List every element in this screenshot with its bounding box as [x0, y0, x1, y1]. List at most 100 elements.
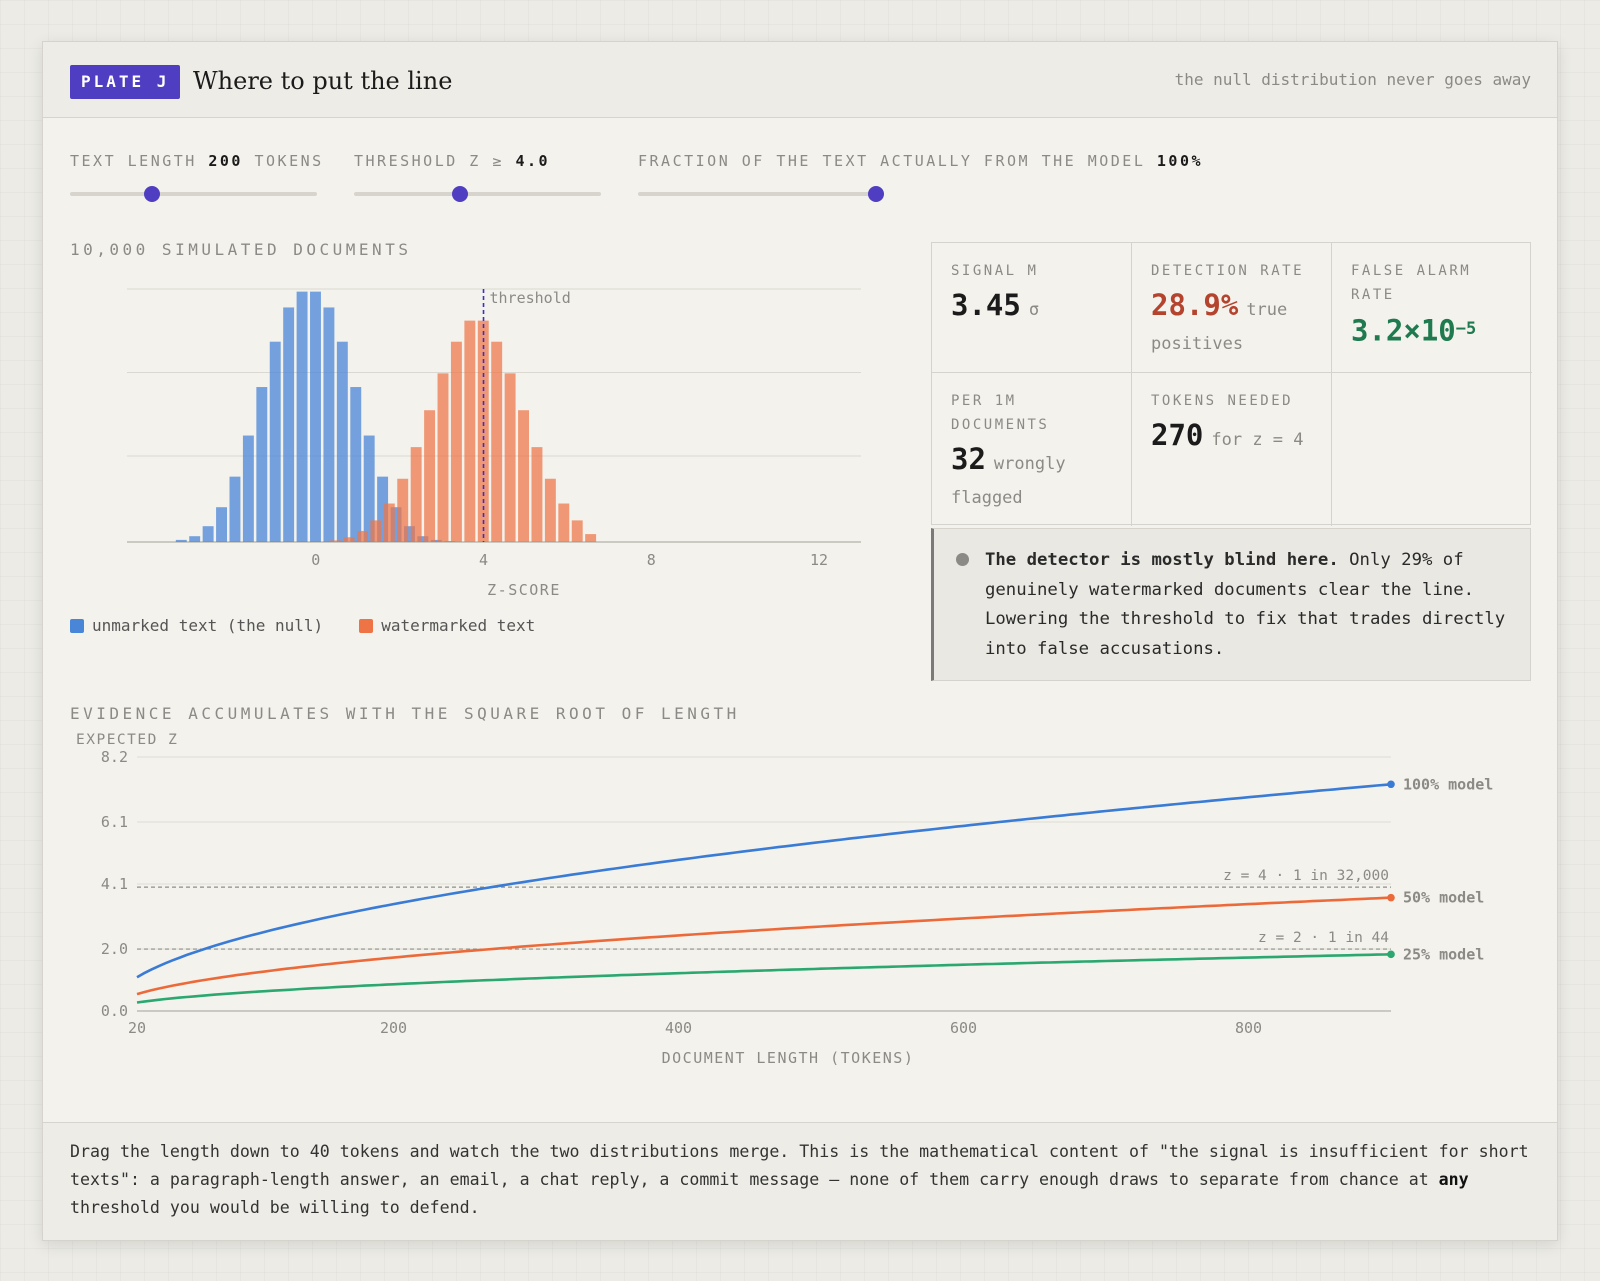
- x-tick-label: 12: [810, 551, 828, 569]
- marked-bar: [464, 320, 476, 542]
- plate-badge: PLATE J: [70, 65, 181, 99]
- stat-signal: SIGNAL M 3.45 σ: [932, 243, 1132, 373]
- series-label: 100% model: [1403, 775, 1493, 793]
- marked-swatch: [359, 618, 374, 633]
- stat-false-alarm: FALSE ALARM RATE 3.2×10−5: [1332, 243, 1532, 373]
- per-million-value: 32: [951, 442, 986, 476]
- stats-grid: SIGNAL M 3.45 σ DETECTION RATE 28.9% true …: [931, 242, 1532, 526]
- marked-bar: [437, 373, 449, 542]
- x-tick-label: 200: [380, 1019, 407, 1037]
- length-control-label: TEXT LENGTH 200 TOKENS: [70, 152, 324, 170]
- marked-bar: [585, 534, 597, 542]
- marked-bar: [450, 341, 462, 542]
- marked-bar: [531, 447, 543, 542]
- null-bar: [350, 387, 362, 542]
- signal-value: 3.45: [951, 288, 1021, 322]
- stat-detection-rate: DETECTION RATE 28.9% true positives: [1132, 243, 1332, 373]
- marked-bar: [357, 530, 368, 542]
- length-value: 200: [208, 152, 243, 170]
- series-endpoint: [1387, 950, 1395, 959]
- fraction-slider[interactable]: [638, 186, 884, 202]
- x-tick-label: 20: [128, 1019, 146, 1037]
- threshold-label: threshold: [490, 289, 571, 307]
- y-tick-label: 2.0: [101, 940, 128, 958]
- y-tick-label: 8.2: [101, 748, 128, 766]
- null-bar: [189, 536, 201, 542]
- callout-bullet-icon: [956, 553, 969, 566]
- fraction-slider-handle[interactable]: [868, 186, 884, 202]
- callout-bold: The detector is mostly blind here.: [985, 550, 1339, 570]
- null-bar: [242, 435, 254, 542]
- detection-value: 28.9%: [1151, 288, 1239, 322]
- series-label: 50% model: [1403, 889, 1484, 907]
- threshold-value: 4.0: [515, 152, 551, 170]
- tagline: the null distribution never goes away: [1174, 70, 1531, 89]
- null-swatch: [70, 618, 84, 633]
- marked-bar: [383, 503, 395, 542]
- curve-x-axis-label: DOCUMENT LENGTH (TOKENS): [662, 1049, 915, 1067]
- marked-bar: [424, 410, 436, 542]
- x-tick-label: 8: [647, 551, 656, 569]
- series-line-2: [136, 896, 1392, 996]
- null-bar: [296, 291, 308, 542]
- reference-line-label: z = 4 · 1 in 32,000: [1223, 868, 1389, 884]
- legend-null-label: unmarked text (the null): [92, 616, 324, 635]
- series-label: 25% model: [1403, 945, 1484, 963]
- null-bar: [310, 291, 321, 542]
- marked-bar: [370, 520, 382, 542]
- series-line-3: [136, 953, 1392, 1004]
- threshold-slider[interactable]: [354, 186, 601, 202]
- null-bar: [403, 526, 415, 542]
- null-bar: [283, 307, 295, 542]
- x-tick-label: 400: [665, 1019, 692, 1037]
- length-slider[interactable]: [70, 186, 317, 202]
- marked-bar: [558, 503, 570, 542]
- footer-note: Drag the length down to 40 tokens and wa…: [43, 1122, 1557, 1240]
- fraction-value: 100%: [1156, 152, 1204, 170]
- marked-bar: [343, 537, 355, 542]
- series-endpoint: [1387, 780, 1395, 789]
- marked-bar: [571, 520, 583, 542]
- marked-bar: [504, 373, 516, 542]
- legend-marked-label: watermarked text: [381, 616, 536, 635]
- plate-card: PLATE J Where to put the line the null d…: [42, 41, 1558, 1241]
- null-bar: [229, 476, 241, 542]
- false-alarm-exponent: −5: [1455, 319, 1477, 339]
- null-bar: [216, 507, 228, 542]
- marked-bar: [330, 540, 342, 542]
- y-axis-label: EXPECTED Z: [76, 732, 178, 748]
- marked-bar: [410, 447, 422, 542]
- callout-text: Only 29% of genuinely watermarked docume…: [985, 550, 1506, 659]
- x-tick-label: 800: [1235, 1019, 1262, 1037]
- page-title: Where to put the line: [193, 67, 453, 95]
- null-bar: [444, 541, 456, 542]
- null-bar: [417, 536, 429, 542]
- null-bar: [269, 341, 281, 542]
- null-bar: [390, 507, 402, 542]
- null-bar: [363, 435, 375, 542]
- histogram-chart: threshold 0 4 8 12 Z-SCORE: [127, 288, 861, 599]
- callout: The detector is mostly blind here. Only …: [931, 528, 1531, 681]
- false-alarm-value: 3.2×10: [1351, 313, 1456, 348]
- x-tick-label: 600: [950, 1019, 977, 1037]
- x-tick-label: 0: [311, 551, 320, 569]
- evidence-curve-chart: EXPECTED Z 0.0 2.0 4.1 6.1 8.2 z = 4 · 1 in 32…: [76, 732, 1493, 1067]
- stat-per-million: PER 1M DOCUMENTS 32 wrongly flagged: [932, 373, 1132, 526]
- marked-bar: [397, 478, 409, 542]
- null-bar: [336, 341, 348, 542]
- threshold-slider-handle[interactable]: [452, 186, 469, 202]
- y-tick-label: 6.1: [101, 813, 128, 831]
- length-slider-handle[interactable]: [143, 186, 160, 202]
- marked-bar: [518, 410, 529, 542]
- marked-bar: [491, 341, 503, 542]
- curve-section-label: EVIDENCE ACCUMULATES WITH THE SQUARE ROO…: [70, 704, 740, 723]
- null-bar: [430, 539, 442, 542]
- histogram-section-label: 10,000 SIMULATED DOCUMENTS: [70, 240, 412, 259]
- histogram-legend: unmarked text (the null) watermarked tex…: [70, 616, 535, 635]
- stat-tokens-needed: TOKENS NEEDED 270 for z = 4: [1132, 373, 1332, 526]
- null-bar: [377, 476, 389, 542]
- fraction-control-label: FRACTION OF THE TEXT ACTUALLY FROM THE M…: [638, 152, 1204, 170]
- marked-bar: [544, 478, 556, 542]
- series-endpoint: [1387, 893, 1395, 902]
- y-tick-label: 4.1: [101, 875, 128, 893]
